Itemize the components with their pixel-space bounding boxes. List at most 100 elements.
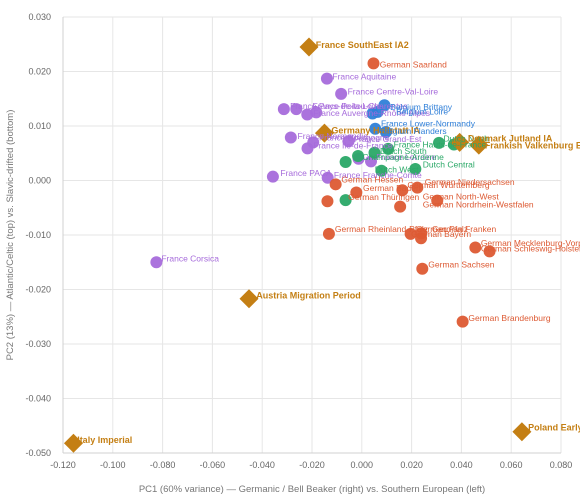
x-tick-label: 0.020: [400, 460, 423, 470]
x-tick-label: 0.040: [450, 460, 473, 470]
point-label: France Corsica: [161, 253, 219, 263]
ancient-label: Poland Early Medieval: [528, 422, 580, 432]
ancient-point: Frankish Valkenburg EMA: [469, 135, 489, 155]
point-label: German Sachsen: [428, 259, 494, 269]
data-point: German Brandenburg: [456, 315, 469, 328]
y-tick-label: -0.030: [25, 339, 51, 349]
data-point: France Normandie: [284, 131, 297, 144]
data-point: German Sachsen: [416, 262, 429, 275]
point-label: Belgium Brittany: [390, 102, 453, 112]
data-point: German Bayern: [415, 232, 428, 245]
data-point: Dutch West: [375, 164, 388, 177]
data-point: France Auvergne-Rhône-Alpes: [301, 108, 314, 121]
point-label: France Centre-Val-Loire: [348, 87, 439, 97]
point-label: France Hauts-de-France: [394, 140, 487, 150]
data-point: Belgium Luxembourg: [352, 149, 365, 162]
point-label: France Grand-Est: [354, 134, 422, 144]
point-label: German Brandenburg: [468, 313, 550, 323]
point-label: France Lower-Normandy: [381, 118, 476, 128]
point-label: German Mecklenburg-Vorpommern: [481, 238, 580, 248]
point-label: German Saarland: [380, 59, 447, 69]
point-label: Dutch North: [443, 134, 489, 144]
point-label: German Rheinland-Pfalz: [335, 224, 428, 234]
point-label: German Bayern: [411, 229, 471, 239]
y-tick-label: -0.020: [25, 285, 51, 295]
data-point: France Franche-Comté: [321, 171, 334, 184]
data-point: German Württemberg: [396, 184, 409, 197]
point-label: France Poitou-Charentes: [312, 101, 407, 111]
data-point: France Centre-Val-Loire: [335, 87, 348, 100]
ancient-label: France SouthEast IA2: [316, 40, 409, 50]
ancient-label: Italy Imperial: [77, 435, 132, 445]
data-point: Dutch South: [368, 146, 381, 159]
ancient-point: Italy Imperial: [63, 433, 83, 453]
point-label: France Auvergne-Rhône-Alpes: [313, 108, 430, 118]
data-point: German North-West: [431, 194, 444, 207]
y-tick-label: 0.010: [28, 121, 51, 131]
point-label: Dutch Central: [423, 160, 475, 170]
x-tick-label: -0.120: [50, 460, 76, 470]
data-point: German Rheinland-Pfalz: [322, 227, 335, 240]
data-point: France Lower-Normandy: [371, 105, 384, 118]
ancient-point: Germany Hallstatt IA: [314, 123, 334, 143]
x-tick-label: -0.060: [200, 460, 226, 470]
point-label: German Württemberg: [407, 180, 489, 190]
data-point: France Aquitaine: [320, 72, 333, 85]
data-point: France Corsica: [150, 256, 163, 269]
point-label: Dutch West: [375, 165, 419, 175]
point-label: France Pays-de-la-Loire: [290, 101, 381, 111]
point-label: France Lorraine: [376, 152, 436, 162]
data-point: German Pfalz: [404, 227, 417, 240]
x-tick-label: 0.000: [351, 460, 374, 470]
data-point: France Poitou-Charentes: [290, 103, 303, 116]
data-point: German Nordrhein-Westfalen: [394, 200, 407, 213]
point-label: German Franken: [432, 224, 497, 234]
x-tick-label: -0.100: [100, 460, 126, 470]
y-tick-label: 0.030: [28, 12, 51, 22]
data-point: France Pays-de-la-Loire: [277, 103, 290, 116]
data-point: German Hessen: [329, 178, 342, 191]
data-point: Champagne-Ardenne: [339, 155, 352, 168]
ancient-label: Denmark Jutland IA: [468, 134, 553, 144]
point-label: France Aquitaine: [332, 71, 396, 81]
ancient-point: Austria Migration Period: [239, 289, 259, 309]
data-point: German Mecklenburg-Vorpommern: [469, 241, 482, 254]
x-tick-label: -0.040: [249, 460, 275, 470]
point-label: France Île-de-France: [313, 141, 393, 151]
point-label: German Pfalz: [416, 224, 468, 234]
y-tick-label: 0.000: [28, 176, 51, 186]
x-tick-label: -0.080: [150, 460, 176, 470]
x-axis-title: PC1 (60% variance) — Germanic / Bell Bea…: [139, 484, 485, 495]
ancient-point: Poland Early Medieval: [512, 422, 532, 442]
ancient-label: Germany Hallstatt IA: [331, 125, 420, 135]
point-label: German North-West: [423, 191, 500, 201]
point-label: German Nordrhein-Westfalen: [423, 199, 534, 209]
data-point: German Saarland: [367, 57, 380, 70]
data-point: Belgium Limburg: [339, 194, 352, 207]
grid: [62, 16, 562, 454]
data-point: France Bourgogne: [307, 136, 320, 149]
data-point: France Grand-Est: [342, 135, 355, 148]
x-tick-label: 0.080: [550, 460, 573, 470]
data-point: Belgium Flanders: [369, 122, 382, 135]
point-label: German Baden: [363, 183, 421, 193]
data-point: France Hauts-de-France: [382, 142, 395, 155]
data-point: German Thüringen: [321, 195, 334, 208]
point-label: France Normandie: [298, 131, 369, 141]
point-label: German Niedersachsen: [425, 177, 515, 187]
point-label: France Franche-Comté: [334, 170, 422, 180]
y-tick-label: -0.050: [25, 448, 51, 458]
data-point: German Schleswig-Holstein: [483, 245, 496, 258]
data-point: Dutch Central: [409, 163, 422, 176]
x-tick-label: 0.060: [500, 460, 523, 470]
ancient-label: Frankish Valkenburg EMA: [485, 141, 580, 151]
y-axis-title: PC2 (13%) — Atlantic/Celtic (top) vs. Sl…: [5, 110, 16, 361]
point-label: German Thüringen: [348, 192, 419, 202]
point-label: Champagne-Ardenne: [363, 152, 445, 162]
point-label: France PACA: [280, 168, 332, 178]
y-tick-label: 0.020: [28, 67, 51, 77]
ancient-point: France SouthEast IA2: [299, 37, 319, 57]
